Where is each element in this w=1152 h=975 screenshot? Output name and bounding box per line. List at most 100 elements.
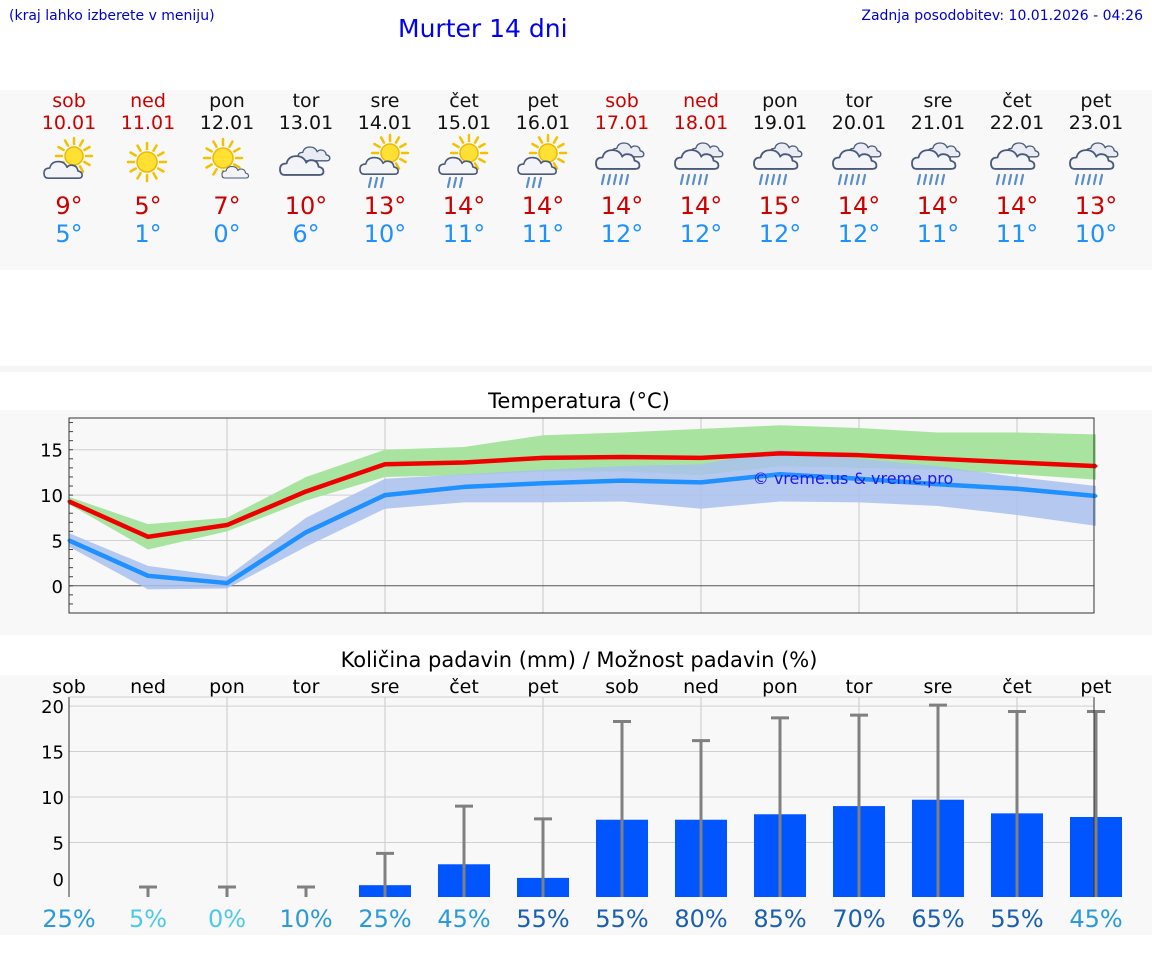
temp-max: 13° <box>1074 192 1118 220</box>
day-forecast-column: pet 23.01 13° 10° <box>1056 90 1136 248</box>
chart-watermark: © vreme.us & vreme.pro <box>753 469 954 488</box>
max-temperature-point <box>936 457 940 461</box>
day-date: 18.01 <box>673 112 729 134</box>
day-forecast-column: čet 22.01 14° 11° <box>977 90 1057 248</box>
min-temperature-point <box>146 574 150 578</box>
temp-min: 12° <box>600 220 644 248</box>
location-menu-note[interactable]: (kraj lahko izberete v meniju) <box>9 8 215 24</box>
temp-max: 13° <box>363 192 407 220</box>
temp-min: 5° <box>55 220 83 248</box>
cloud-rain-icon <box>595 142 645 186</box>
cloud-shape <box>753 149 799 170</box>
min-temperature-point <box>1094 494 1098 498</box>
temp-min: 6° <box>292 220 320 248</box>
day-name: pon <box>762 90 798 112</box>
max-temperature-point <box>1015 460 1019 464</box>
temp-min: 12° <box>758 220 802 248</box>
min-temperature-point <box>541 481 545 485</box>
cloud-shape <box>279 155 325 176</box>
temp-max: 9° <box>55 192 83 220</box>
precipitation-day-label: sre <box>924 676 953 698</box>
day-forecast-column: čet 15.01 14° 11° <box>424 90 504 248</box>
precipitation-probability-label: 5% <box>129 905 167 933</box>
max-temperature-point <box>383 462 387 466</box>
sun-shape <box>126 141 168 183</box>
sun-cloud-rain-icon <box>517 133 568 189</box>
max-temperature-point <box>304 489 308 493</box>
temp-max: 14° <box>916 192 960 220</box>
day-name: čet <box>449 90 479 112</box>
precipitation-day-label: čet <box>1002 676 1032 698</box>
precipitation-day-label: sob <box>52 676 86 698</box>
precipitation-y-tick-label: 0 <box>53 870 64 891</box>
min-temperature-point <box>225 581 229 585</box>
day-forecast-column: tor 20.01 14° 12° <box>819 90 899 248</box>
cloud-rain-icon <box>1069 142 1119 186</box>
last-update: Zadnja posodobitev: 10.01.2026 - 04:26 <box>861 8 1143 24</box>
temp-min: 11° <box>995 220 1039 248</box>
precipitation-y-tick-label: 10 <box>41 788 64 809</box>
day-forecast-column: ned 18.01 14° 12° <box>661 90 741 248</box>
temperature-y-tick-label: 5 <box>52 531 63 552</box>
precipitation-day-label: ned <box>130 676 166 698</box>
cloud-shape <box>438 156 478 175</box>
temperature-y-tick-label: 10 <box>40 486 63 507</box>
day-date: 14.01 <box>357 112 413 134</box>
day-date: 19.01 <box>752 112 808 134</box>
precipitation-y-tick-label: 5 <box>53 833 64 854</box>
precipitation-probability-label: 45% <box>1069 905 1122 933</box>
min-temperature-point <box>304 530 308 534</box>
day-name: ned <box>130 90 166 112</box>
temp-min: 12° <box>837 220 881 248</box>
day-date: 11.01 <box>120 112 176 134</box>
day-name: čet <box>1002 90 1032 112</box>
cloud-shape <box>990 149 1036 170</box>
precipitation-y-tick-label: 15 <box>41 743 64 764</box>
temp-min: 11° <box>916 220 960 248</box>
day-name: sob <box>52 90 86 112</box>
temp-min: 0° <box>213 220 241 248</box>
temp-min: 10° <box>1074 220 1118 248</box>
temp-max: 14° <box>442 192 486 220</box>
temperature-y-tick-label: 0 <box>52 577 63 598</box>
temp-min: 12° <box>679 220 723 248</box>
max-temperature-point <box>146 535 150 539</box>
min-temperature-point <box>1015 487 1019 491</box>
min-temperature-point <box>936 482 940 486</box>
cloud-shape <box>297 146 331 162</box>
precipitation-probability-label: 85% <box>753 905 806 933</box>
cloud-shape <box>1069 149 1115 170</box>
day-forecast-column: pet 16.01 14° 11° <box>503 90 583 248</box>
min-temperature-line <box>68 471 1097 586</box>
cloud-shape <box>43 160 83 179</box>
temp-max: 14° <box>521 192 565 220</box>
cloud-rain-icon <box>753 142 803 186</box>
day-date: 13.01 <box>278 112 334 134</box>
min-temperature-point <box>620 479 624 483</box>
cloud-shape <box>674 149 720 170</box>
sun-cloud-icon <box>43 136 94 179</box>
precipitation-chart-title: Količina padavin (mm) / Možnost padavin … <box>341 648 818 672</box>
precipitation-day-label: pon <box>209 676 245 698</box>
day-forecast-column: sob 10.01 9° 5° <box>29 90 109 248</box>
temperature-chart-title: Temperatura (°C) <box>487 389 670 413</box>
temp-min: 11° <box>521 220 565 248</box>
day-name: pet <box>1080 90 1112 112</box>
cloud-shape <box>595 149 641 170</box>
day-forecast-column: sob 17.01 14° 12° <box>582 90 662 248</box>
min-temperature-point <box>778 472 782 476</box>
precipitation-day-label: čet <box>449 676 479 698</box>
day-forecast-column: ned 11.01 5° 1° <box>108 90 188 248</box>
day-forecast-column: tor 13.01 10° 6° <box>266 90 346 248</box>
temp-max: 14° <box>679 192 723 220</box>
sun-cloud-rain-icon <box>359 133 410 189</box>
cloud-rain-icon <box>832 142 882 186</box>
max-temperature-point <box>857 453 861 457</box>
temp-max: 14° <box>995 192 1039 220</box>
cloud-shape <box>517 156 557 175</box>
temp-min: 10° <box>363 220 407 248</box>
max-temperature-point <box>620 455 624 459</box>
min-temperature-point <box>462 485 466 489</box>
cloud-shape <box>359 156 399 175</box>
